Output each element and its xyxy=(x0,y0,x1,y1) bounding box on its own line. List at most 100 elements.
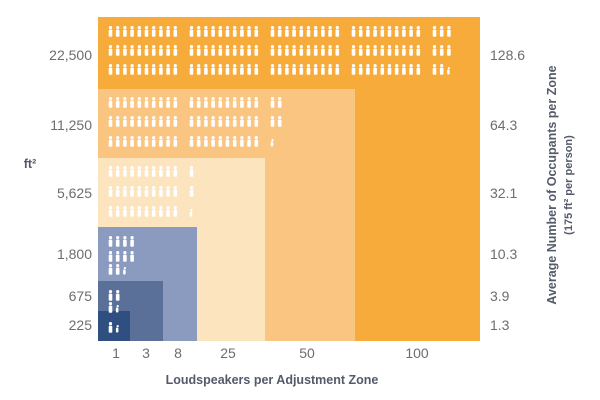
person-figure xyxy=(115,290,120,301)
person-figure xyxy=(115,136,120,147)
figure-body xyxy=(232,100,237,108)
person-figure xyxy=(366,64,370,75)
figure-head xyxy=(409,26,413,30)
figure-body xyxy=(254,100,259,108)
figure-head xyxy=(130,136,134,140)
figure-body xyxy=(166,119,170,127)
figure-head xyxy=(447,67,451,70)
figure-body xyxy=(351,48,356,56)
person-figure xyxy=(166,26,170,37)
figure-body xyxy=(159,169,163,177)
figure-head xyxy=(159,166,163,170)
person-figure xyxy=(225,64,230,75)
person-figure xyxy=(225,116,230,127)
figure-body xyxy=(204,139,208,147)
person-figure xyxy=(115,206,120,217)
figure-head xyxy=(380,45,384,49)
figure-head xyxy=(240,97,244,101)
person-figure xyxy=(123,26,127,37)
figure-head xyxy=(254,45,258,49)
figure-head xyxy=(440,26,444,30)
person-figure xyxy=(270,45,275,56)
person-figure xyxy=(137,166,142,177)
figure-head xyxy=(359,64,363,68)
figure-head xyxy=(137,136,141,140)
figure-body xyxy=(130,254,134,262)
figure-body xyxy=(218,100,223,108)
figure-body xyxy=(108,293,113,301)
figure-body xyxy=(115,189,120,197)
person-figure xyxy=(439,64,444,75)
person-figure xyxy=(173,97,178,108)
person-figure xyxy=(240,97,244,108)
person-figure xyxy=(211,97,215,108)
figure-body xyxy=(232,67,237,75)
person-figure xyxy=(402,26,406,37)
figure-body xyxy=(115,307,119,313)
figure-body xyxy=(358,48,363,56)
person-figure xyxy=(115,305,119,313)
person-figure xyxy=(166,186,170,197)
person-figure xyxy=(115,186,120,197)
person-figure xyxy=(254,26,259,37)
area-tick-label: 5,625 xyxy=(57,185,92,201)
figure-head xyxy=(416,64,420,68)
figure-head xyxy=(108,26,113,30)
figure-head xyxy=(416,45,420,49)
figure-body xyxy=(166,100,170,108)
person-figure xyxy=(151,136,156,147)
person-figure xyxy=(108,251,113,262)
figure-head xyxy=(116,186,120,190)
person-figure xyxy=(130,64,134,75)
person-figure xyxy=(123,97,127,108)
person-figure xyxy=(196,45,201,56)
figure-head xyxy=(116,45,120,49)
figure-body xyxy=(299,29,304,37)
figure-body xyxy=(321,67,325,75)
figure-head xyxy=(402,26,406,30)
figure-head xyxy=(314,45,318,49)
person-figure xyxy=(108,97,113,108)
figure-head xyxy=(247,64,251,68)
figure-head xyxy=(254,116,258,120)
person-figure xyxy=(137,26,142,37)
figure-head xyxy=(173,45,177,49)
figure-head xyxy=(166,97,170,101)
person-figure xyxy=(151,64,156,75)
person-figure xyxy=(211,26,215,37)
figure-body xyxy=(137,169,142,177)
figure-body xyxy=(292,67,296,75)
figure-head xyxy=(123,45,127,49)
figure-head xyxy=(225,45,230,49)
figure-head xyxy=(373,45,377,49)
figure-body xyxy=(225,48,230,56)
figure-body xyxy=(108,48,113,56)
figure-body xyxy=(366,48,370,56)
person-figure xyxy=(439,45,444,56)
person-figure xyxy=(189,136,194,147)
person-figure xyxy=(115,26,120,37)
figure-body xyxy=(196,29,201,37)
figure-body xyxy=(123,48,127,56)
person-figure xyxy=(270,64,275,75)
figure-head xyxy=(116,97,120,101)
figure-body xyxy=(173,189,178,197)
figure-head xyxy=(144,26,149,30)
person-figure xyxy=(299,45,304,56)
person-figure xyxy=(299,26,304,37)
person-figure xyxy=(173,64,178,75)
x-tick-label: 1 xyxy=(112,345,120,361)
figure-body xyxy=(225,119,230,127)
figure-body xyxy=(366,29,370,37)
figure-body xyxy=(115,67,120,75)
figure-body xyxy=(254,48,259,56)
person-figure xyxy=(130,251,134,262)
figure-body xyxy=(137,67,142,75)
person-figure xyxy=(439,26,444,37)
figure-body xyxy=(151,189,156,197)
figure-head xyxy=(211,136,215,140)
figure-head xyxy=(247,116,251,120)
person-figure xyxy=(358,64,363,75)
figure-body xyxy=(306,29,311,37)
person-figure xyxy=(130,206,134,217)
